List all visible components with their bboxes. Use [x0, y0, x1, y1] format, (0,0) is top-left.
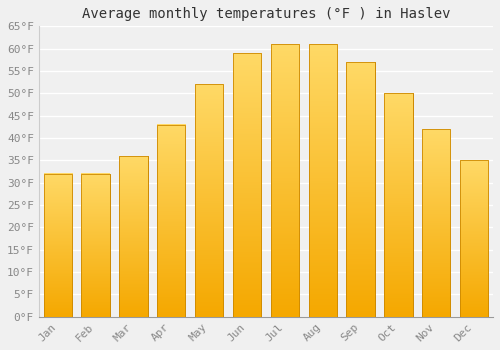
Bar [233, 53, 261, 317]
Title: Average monthly temperatures (°F ) in Haslev: Average monthly temperatures (°F ) in Ha… [82, 7, 450, 21]
Bar [384, 93, 412, 317]
Bar [422, 129, 450, 317]
Bar [195, 84, 224, 317]
Bar [233, 53, 261, 317]
Bar [119, 156, 148, 317]
Bar [308, 44, 337, 317]
Bar [346, 62, 375, 317]
Bar [82, 174, 110, 317]
Bar [270, 44, 299, 317]
Bar [82, 174, 110, 317]
Bar [460, 160, 488, 317]
Bar [346, 62, 375, 317]
Bar [308, 44, 337, 317]
Bar [422, 129, 450, 317]
Bar [384, 93, 412, 317]
Bar [195, 84, 224, 317]
Bar [119, 156, 148, 317]
Bar [460, 160, 488, 317]
Bar [44, 174, 72, 317]
Bar [157, 125, 186, 317]
Bar [270, 44, 299, 317]
Bar [44, 174, 72, 317]
Bar [157, 125, 186, 317]
